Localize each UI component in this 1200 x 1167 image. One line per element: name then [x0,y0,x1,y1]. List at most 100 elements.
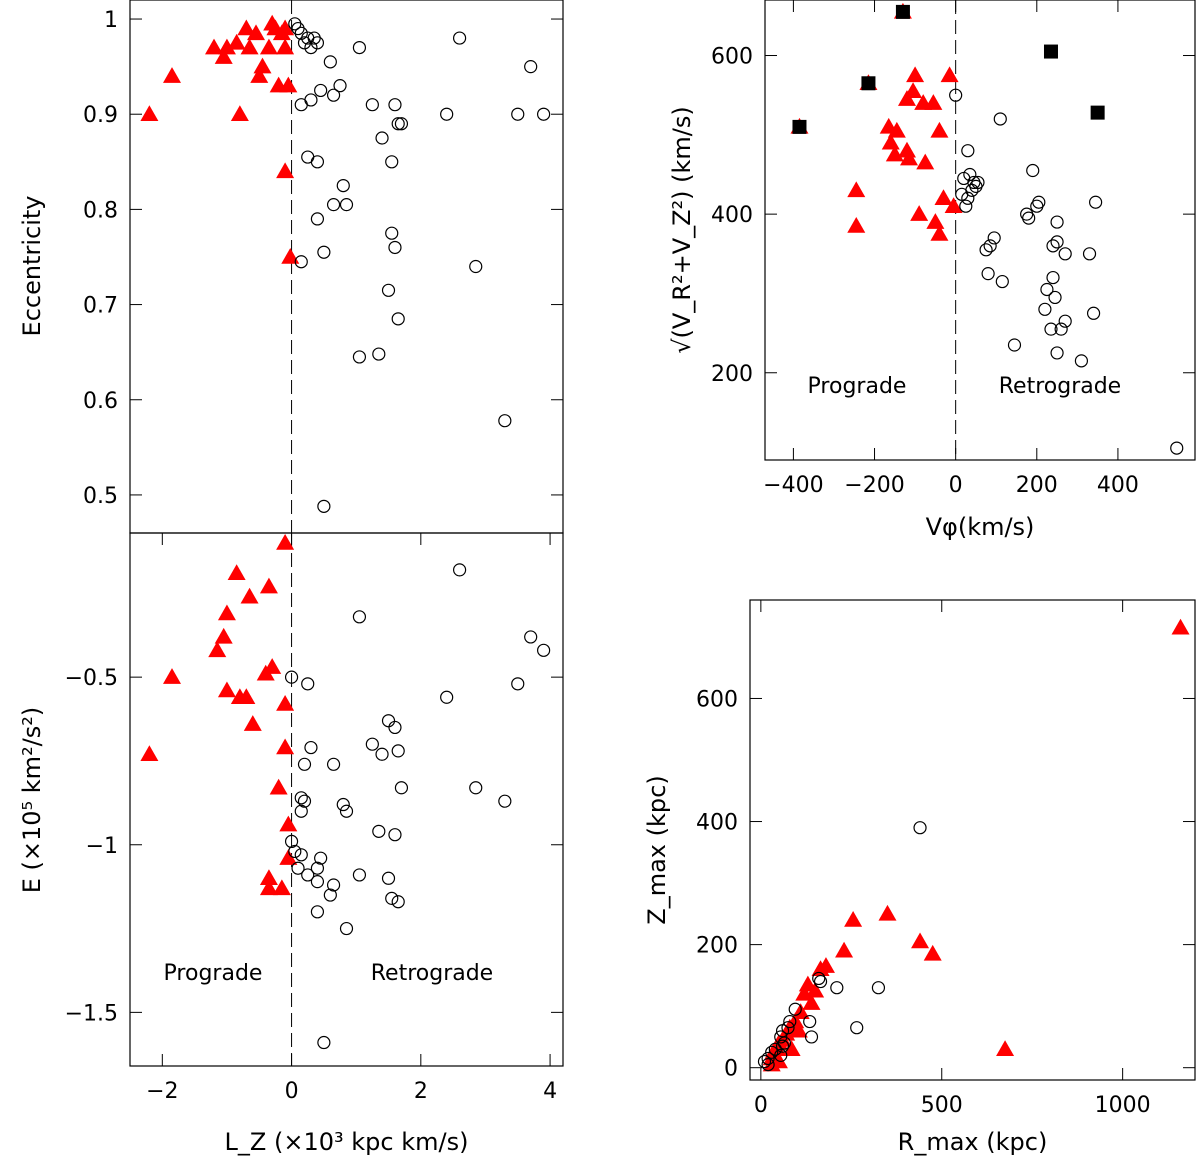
red-triangle-point [944,197,963,213]
x-tick-label: 500 [921,1093,963,1118]
open-circle-point [297,757,312,771]
open-circle-point [1050,235,1064,249]
red-triangle-point [279,76,298,93]
y-tick-label: 600 [711,45,753,70]
open-circle-point [1030,199,1044,213]
open-circle-point [761,1051,775,1066]
y-tick-label: 200 [696,934,738,959]
open-circle-point [804,1030,819,1044]
open-circle-point [783,1014,797,1029]
red-triangle-point [276,19,295,36]
red-triangle-point [140,745,159,761]
retrograde-label: Retrograde [999,374,1121,399]
y-tick-label: 0.7 [83,294,118,319]
open-circle-point [317,245,331,259]
x-axis-label: R_max (kpc) [898,1128,1048,1156]
red-triangle-point [208,641,227,658]
red-triangle-point [276,534,295,550]
open-circle-point [339,198,354,212]
open-circle-point [979,243,993,257]
open-circle-point [469,781,483,795]
open-circle-point [352,610,367,624]
open-circle-point [987,231,1001,245]
x-tick-label: 200 [1016,473,1058,498]
eccentricity-panel: 0.5 0.6 0.7 0.8 0.9 1 Eccentricity [18,0,564,534]
red-triangle-point [276,694,295,711]
y-axis-label: E (×10⁵ km²/s²) [18,707,46,894]
open-circle-point [1046,239,1060,253]
open-circle-point [1054,322,1068,336]
y-tick-label: −0.5 [65,666,118,691]
red-triangle-point [923,944,942,961]
open-circle-point [812,971,826,986]
open-circle-point [469,259,483,274]
open-circle-point [391,117,405,131]
red-triangle-point [806,981,825,998]
open-circle-point [774,1048,788,1062]
red-triangle-point [259,38,278,55]
red-triangle-point [885,145,904,162]
open-circle-point [288,844,302,859]
open-circle-point [452,563,467,577]
open-circle-point [310,875,325,889]
y-axis-label: Z_max (kpc) [643,775,671,924]
y-tick-label: 400 [711,203,753,228]
red-triangle-point [214,627,233,644]
red-triangle-point [911,932,930,949]
open-circle-point [961,144,975,158]
open-circle-point [394,117,409,131]
red-triangle-point [279,815,298,832]
x-axis-label: L_Z (×10³ kpc km/s) [225,1128,469,1156]
black-square-point [792,119,807,134]
open-circle-point [1058,314,1072,328]
open-circle-point [310,155,325,169]
open-circle-point [310,212,325,226]
open-circle-point [757,1054,772,1069]
open-circle-point [388,828,402,842]
y-axis-label: √(V_R²+V_Z²) (km/s) [668,106,696,354]
open-circle-point [391,895,405,909]
red-triangle-point [276,162,295,179]
plot-frame [749,599,1196,1081]
open-circle-point [1086,306,1101,320]
y-tick-label: 0 [724,1057,738,1082]
open-circle-point [537,643,551,657]
open-circle-point [1046,270,1060,285]
red-triangle-point [900,149,919,166]
red-triangle-point [811,960,830,976]
x-tick-label: 2 [414,1079,428,1104]
open-circle-point [391,744,405,758]
open-circle-point [803,1014,817,1029]
open-circle-point [297,794,312,808]
open-circle-point [1058,247,1072,261]
red-triangle-point [253,57,272,74]
red-triangle-point [996,1040,1015,1056]
red-triangle-point [847,181,866,198]
open-circle-point [372,824,386,838]
prograde-label: Prograde [808,374,907,399]
open-circle-point [959,199,973,213]
open-circle-point [440,690,454,704]
red-triangle-point [227,33,246,50]
plot-frame [764,0,1196,461]
black-square-point [861,76,876,91]
red-triangle-point [237,688,256,705]
open-circle-point [339,921,354,936]
open-circle-point [498,794,512,808]
open-circle-point [871,981,886,995]
y-tick-label: 400 [696,811,738,836]
open-circle-point [310,36,325,50]
open-circle-point [365,737,379,751]
open-circle-point [775,1039,790,1053]
open-circle-point [304,740,318,755]
red-triangle-point [916,153,935,170]
open-circle-point [352,868,367,882]
open-circle-point [1089,195,1103,209]
open-circle-point [524,60,538,74]
x-tick-label: 0 [754,1093,768,1118]
prograde-label: Prograde [164,961,263,986]
black-square-point [1090,105,1105,120]
open-circle-point [452,31,467,45]
open-circle-point [1022,211,1036,225]
open-circle-point [498,414,512,428]
